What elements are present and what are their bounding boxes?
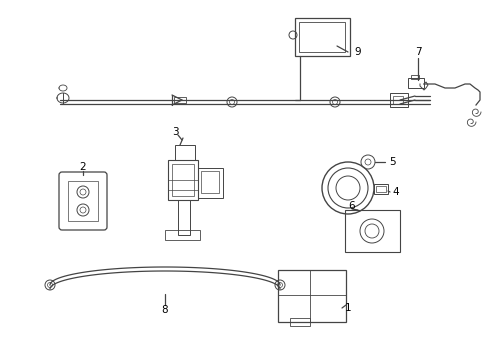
Bar [165,230,200,240]
Bar [68,181,98,221]
Bar [390,93,408,107]
Bar [278,270,346,322]
Text: 8: 8 [162,305,168,315]
Bar [295,18,350,56]
Bar [198,168,223,198]
Bar [376,186,386,192]
Bar [408,78,424,88]
Bar [374,184,388,194]
Bar [172,164,194,196]
Bar [290,318,310,326]
Text: 4: 4 [392,187,399,197]
Text: 3: 3 [172,127,178,137]
Text: 7: 7 [415,47,421,57]
Bar [411,75,419,79]
Bar [174,97,186,103]
Text: 6: 6 [349,201,355,211]
Bar [168,160,198,200]
Bar [201,171,219,193]
Bar [299,22,345,52]
Text: 2: 2 [80,162,86,172]
Bar [178,200,190,235]
Bar [175,145,195,160]
Text: 9: 9 [355,47,361,57]
Text: 5: 5 [389,157,395,167]
Bar [393,96,403,104]
Text: 1: 1 [344,303,351,313]
Bar [345,210,400,252]
